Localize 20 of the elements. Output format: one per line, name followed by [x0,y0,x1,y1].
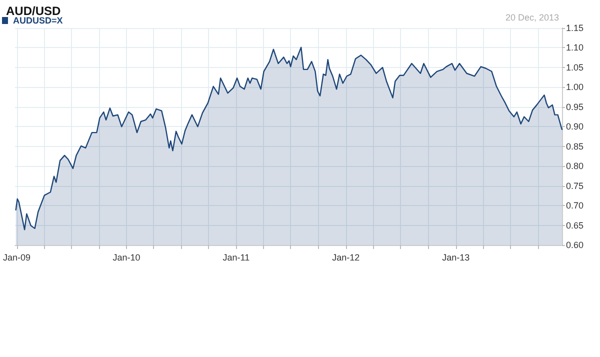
x-tick-label: Jan-09 [2,252,31,262]
y-tick-label: 0.70 [566,200,584,211]
x-tick-label: Jan-13 [442,252,470,262]
x-tick-label: Jan-10 [112,252,140,262]
text: 20 Dec, 2013 [505,12,560,22]
x-tick-label: Jan-12 [332,252,360,262]
y-tick-label: 0.60 [566,240,584,250]
y-tick-label: 1.15 [566,23,584,33]
y-tick-label: 0.80 [566,161,584,172]
legend-label: AUDUSD=X [13,16,63,26]
y-tick-label: 0.95 [566,102,584,112]
y-tick-label: 1.10 [566,42,584,53]
y-tick-label: 0.65 [566,220,584,230]
y-tick-label: 0.85 [566,141,584,152]
chart-title: AUD/USD [6,4,61,18]
y-tick-label: 1.05 [566,62,584,72]
y-tick-label: 1.00 [566,82,584,92]
y-tick-label: 0.75 [566,180,584,191]
x-tick-label: Jan-11 [222,252,250,262]
y-tick-label: 0.90 [566,122,584,132]
